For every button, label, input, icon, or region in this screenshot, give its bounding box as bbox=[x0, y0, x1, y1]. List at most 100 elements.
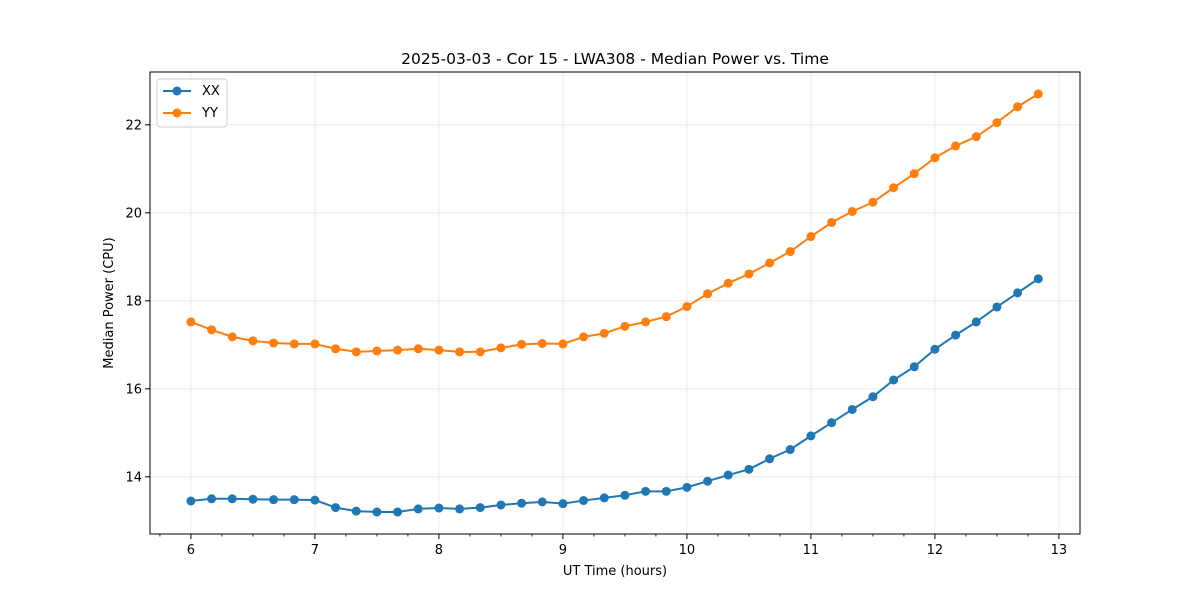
data-point-xx bbox=[393, 507, 403, 517]
data-point-xx bbox=[827, 418, 837, 428]
data-point-xx bbox=[765, 454, 775, 464]
data-point-yy bbox=[847, 206, 857, 216]
data-point-xx bbox=[186, 496, 196, 506]
legend: XX YY bbox=[156, 78, 228, 128]
data-point-yy bbox=[393, 345, 403, 355]
x-tick-label: 8 bbox=[435, 543, 443, 558]
data-point-xx bbox=[227, 494, 237, 504]
data-point-yy bbox=[207, 325, 217, 335]
data-point-xx bbox=[723, 470, 733, 480]
x-tick-label: 9 bbox=[559, 543, 567, 558]
data-point-yy bbox=[579, 332, 589, 342]
y-axis: 14 16 18 20 22 bbox=[125, 118, 150, 485]
series-yy bbox=[186, 89, 1043, 357]
x-tick-label: 7 bbox=[311, 543, 319, 558]
x-tick-label: 12 bbox=[927, 543, 944, 558]
chart-title: 2025-03-03 - Cor 15 - LWA308 - Median Po… bbox=[401, 50, 829, 68]
data-point-yy bbox=[372, 346, 382, 356]
y-tick-label: 18 bbox=[125, 294, 142, 309]
x-axis-label: UT Time (hours) bbox=[563, 564, 667, 579]
y-tick-label: 22 bbox=[125, 118, 142, 133]
data-point-yy bbox=[186, 317, 196, 327]
legend-marker-xx bbox=[172, 86, 182, 96]
data-point-yy bbox=[744, 269, 754, 279]
data-point-yy bbox=[765, 258, 775, 268]
data-point-yy bbox=[455, 347, 465, 357]
data-point-xx bbox=[579, 496, 589, 506]
x-axis: 6 7 8 9 10 11 12 13 bbox=[159, 534, 1068, 558]
data-point-xx bbox=[847, 404, 857, 414]
legend-label-yy: YY bbox=[201, 106, 218, 121]
data-point-yy bbox=[475, 347, 485, 357]
data-point-yy bbox=[1013, 102, 1023, 112]
data-point-yy bbox=[951, 141, 961, 151]
data-point-xx bbox=[310, 495, 320, 505]
data-point-xx bbox=[207, 494, 217, 504]
data-point-xx bbox=[992, 302, 1002, 312]
data-point-xx bbox=[558, 499, 568, 509]
data-point-yy bbox=[558, 339, 568, 349]
data-point-yy bbox=[620, 321, 630, 331]
data-point-xx bbox=[785, 445, 795, 455]
series-xx bbox=[186, 274, 1043, 517]
data-point-xx bbox=[971, 317, 981, 327]
data-point-xx bbox=[682, 482, 692, 492]
data-point-xx bbox=[331, 503, 341, 513]
data-point-yy bbox=[599, 328, 609, 338]
data-point-yy bbox=[806, 232, 816, 242]
series-layer bbox=[186, 89, 1043, 517]
data-point-yy bbox=[641, 317, 651, 327]
data-point-yy bbox=[868, 197, 878, 207]
data-point-yy bbox=[351, 347, 361, 357]
data-point-xx bbox=[620, 490, 630, 500]
data-point-xx bbox=[413, 504, 423, 514]
data-point-yy bbox=[248, 336, 258, 346]
data-point-yy bbox=[827, 217, 837, 227]
data-point-xx bbox=[289, 495, 299, 505]
data-point-yy bbox=[537, 338, 547, 348]
data-point-xx bbox=[351, 506, 361, 516]
data-point-yy bbox=[723, 278, 733, 288]
data-point-xx bbox=[455, 504, 465, 514]
data-point-xx bbox=[661, 486, 671, 496]
data-point-xx bbox=[744, 464, 754, 474]
data-point-xx bbox=[868, 392, 878, 402]
data-point-yy bbox=[682, 302, 692, 312]
data-point-yy bbox=[517, 339, 527, 349]
grid bbox=[150, 72, 1080, 534]
data-point-yy bbox=[434, 345, 444, 355]
data-point-yy bbox=[930, 153, 940, 163]
data-point-yy bbox=[971, 132, 981, 142]
data-point-yy bbox=[661, 312, 671, 322]
data-point-xx bbox=[909, 362, 919, 372]
x-tick-label: 11 bbox=[803, 543, 820, 558]
data-point-xx bbox=[599, 493, 609, 503]
data-point-xx bbox=[517, 498, 527, 508]
data-point-xx bbox=[269, 495, 279, 505]
y-tick-label: 16 bbox=[125, 382, 142, 397]
data-point-yy bbox=[269, 338, 279, 348]
plot-frame bbox=[149, 71, 1081, 535]
data-point-yy bbox=[496, 343, 506, 353]
x-tick-label: 10 bbox=[679, 543, 696, 558]
data-point-xx bbox=[496, 500, 506, 510]
data-point-xx bbox=[537, 497, 547, 507]
data-point-xx bbox=[248, 494, 258, 504]
data-point-yy bbox=[413, 344, 423, 354]
legend-marker-yy bbox=[172, 108, 182, 118]
data-point-xx bbox=[1013, 288, 1023, 298]
y-axis-label: Median Power (CPU) bbox=[102, 237, 117, 368]
data-point-xx bbox=[475, 503, 485, 513]
x-tick-label: 13 bbox=[1051, 543, 1068, 558]
x-tick-label: 6 bbox=[187, 543, 195, 558]
data-point-yy bbox=[889, 183, 899, 193]
data-point-yy bbox=[909, 169, 919, 179]
data-point-yy bbox=[331, 344, 341, 354]
data-point-xx bbox=[951, 330, 961, 340]
data-point-yy bbox=[310, 339, 320, 349]
data-point-yy bbox=[227, 332, 237, 342]
data-point-xx bbox=[806, 431, 816, 441]
data-point-xx bbox=[930, 344, 940, 354]
data-point-xx bbox=[372, 507, 382, 517]
